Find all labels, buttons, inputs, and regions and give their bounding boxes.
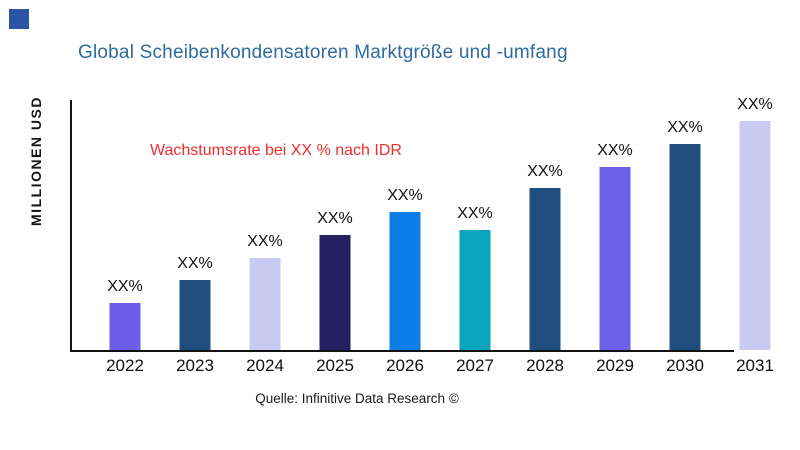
bar [109, 303, 141, 350]
growth-rate-annotation: Wachstumsrate bei XX % nach IDR [150, 142, 402, 159]
x-tick-label: 2023 [176, 356, 214, 375]
bar-group: XX% 2028 [510, 100, 580, 375]
bar-group: XX% 2026 [370, 100, 440, 375]
chart-title: Global Scheibenkondensatoren Marktgröße … [78, 42, 568, 63]
bar-group: XX% 2031 [720, 96, 790, 375]
bar-value-label: XX% [527, 163, 563, 180]
bar [599, 167, 631, 350]
y-axis-line [70, 100, 72, 352]
x-tick-label: 2030 [666, 356, 704, 375]
bar-group: XX% 2022 [90, 100, 160, 375]
bar-group: XX% 2029 [580, 100, 650, 375]
bar-group: XX% 2024 [230, 100, 300, 375]
source-text: Quelle: Infinitive Data Research © [255, 391, 459, 406]
bar [249, 258, 281, 350]
x-tick-label: 2029 [596, 356, 634, 375]
y-axis-label: MILLIONEN USD [28, 96, 44, 226]
x-tick-label: 2031 [736, 356, 774, 375]
bar-value-label: XX% [387, 187, 423, 204]
bar-value-label: XX% [107, 278, 143, 295]
bar-group: XX% 2027 [440, 100, 510, 375]
bar-group: XX% 2030 [650, 100, 720, 375]
bar-value-label: XX% [247, 233, 283, 250]
bar-value-label: XX% [737, 96, 773, 113]
bar-value-label: XX% [317, 210, 353, 227]
x-tick-label: 2025 [316, 356, 354, 375]
x-tick-label: 2024 [246, 356, 284, 375]
x-tick-label: 2026 [386, 356, 424, 375]
bar-group: XX% 2025 [300, 100, 370, 375]
bar-value-label: XX% [457, 205, 493, 222]
bar-value-label: XX% [597, 142, 633, 159]
bar [389, 212, 421, 350]
bars-container: XX% 2022 XX% 2023 XX% 2024 XX% 2025 XX% 2026 XX% 20… [71, 96, 790, 375]
bar [319, 235, 351, 350]
bar-value-label: XX% [177, 255, 213, 272]
bar [669, 144, 701, 350]
x-tick-label: 2028 [526, 356, 564, 375]
x-tick-label: 2022 [106, 356, 144, 375]
x-axis-line [70, 350, 734, 352]
bar [179, 280, 211, 350]
bar-group: XX% 2023 [160, 100, 230, 375]
bar [459, 230, 491, 350]
bar-value-label: XX% [667, 119, 703, 136]
bar [739, 121, 771, 350]
bar [529, 188, 561, 350]
x-tick-label: 2027 [456, 356, 494, 375]
logo-square [9, 9, 29, 29]
